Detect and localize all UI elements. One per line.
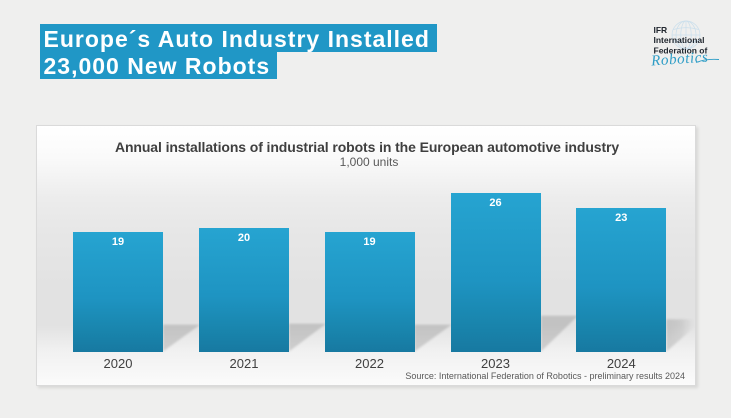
svg-text:IFR: IFR <box>654 25 668 35</box>
svg-text:International: International <box>654 35 705 45</box>
svg-text:Robotics: Robotics <box>650 50 709 70</box>
svg-text:Federation of: Federation of <box>654 45 708 55</box>
